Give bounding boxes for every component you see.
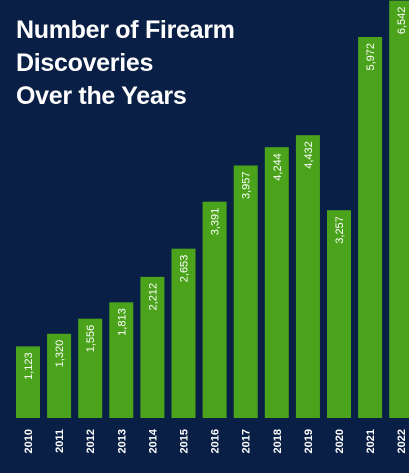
- x-tick-label: 2021: [365, 429, 377, 453]
- bar-2019: [295, 135, 320, 418]
- bar-value-label: 1,320: [54, 340, 66, 368]
- bar-value-label: 1,813: [116, 308, 128, 336]
- bar-2017: [233, 165, 258, 418]
- bar-value-label: 4,244: [272, 153, 284, 181]
- chart-title: Number of Firearm Discoveries Over the Y…: [16, 14, 235, 113]
- bar-value-label: 2,212: [147, 283, 159, 311]
- x-tick-label: 2012: [85, 429, 97, 453]
- bar-2014: [140, 276, 165, 418]
- x-tick-label: 2022: [396, 429, 408, 453]
- x-tick-label: 2016: [210, 429, 222, 453]
- bar-2015: [171, 248, 196, 418]
- x-tick-label: 2019: [303, 429, 315, 453]
- x-tick-label: 2014: [147, 428, 159, 453]
- bar-2021: [358, 37, 383, 418]
- bar-value-label: 1,123: [23, 352, 35, 380]
- x-tick-label: 2020: [334, 429, 346, 453]
- bar-2011: [47, 333, 72, 418]
- bar-2013: [109, 302, 134, 418]
- x-tick-label: 2011: [54, 429, 66, 453]
- bar-value-label: 6,542: [396, 7, 408, 35]
- bar-value-label: 3,957: [241, 172, 253, 200]
- x-tick-label: 2010: [23, 429, 35, 453]
- bar-value-label: 3,391: [210, 208, 222, 236]
- x-tick-label: 2017: [241, 429, 253, 453]
- bar-value-label: 3,257: [334, 216, 346, 244]
- x-tick-label: 2018: [272, 429, 284, 453]
- bar-2022: [389, 0, 409, 418]
- x-tick-label: 2015: [179, 429, 191, 453]
- bar-value-label: 2,653: [179, 255, 191, 283]
- bar-2020: [327, 210, 351, 418]
- chart-title-line-1: Number of Firearm: [16, 16, 235, 44]
- bar-2018: [264, 147, 289, 418]
- bar-2012: [78, 318, 103, 418]
- x-tick-label: 2013: [116, 429, 128, 453]
- bar-value-label: 4,432: [303, 141, 315, 169]
- bar-value-label: 1,556: [85, 325, 97, 353]
- bar-2016: [202, 201, 227, 418]
- bar-2010: [16, 346, 40, 418]
- bar-value-label: 5,972: [365, 43, 377, 71]
- chart-title-line-3: Over the Years: [16, 82, 187, 110]
- chart-title-line-2: Discoveries: [16, 49, 154, 77]
